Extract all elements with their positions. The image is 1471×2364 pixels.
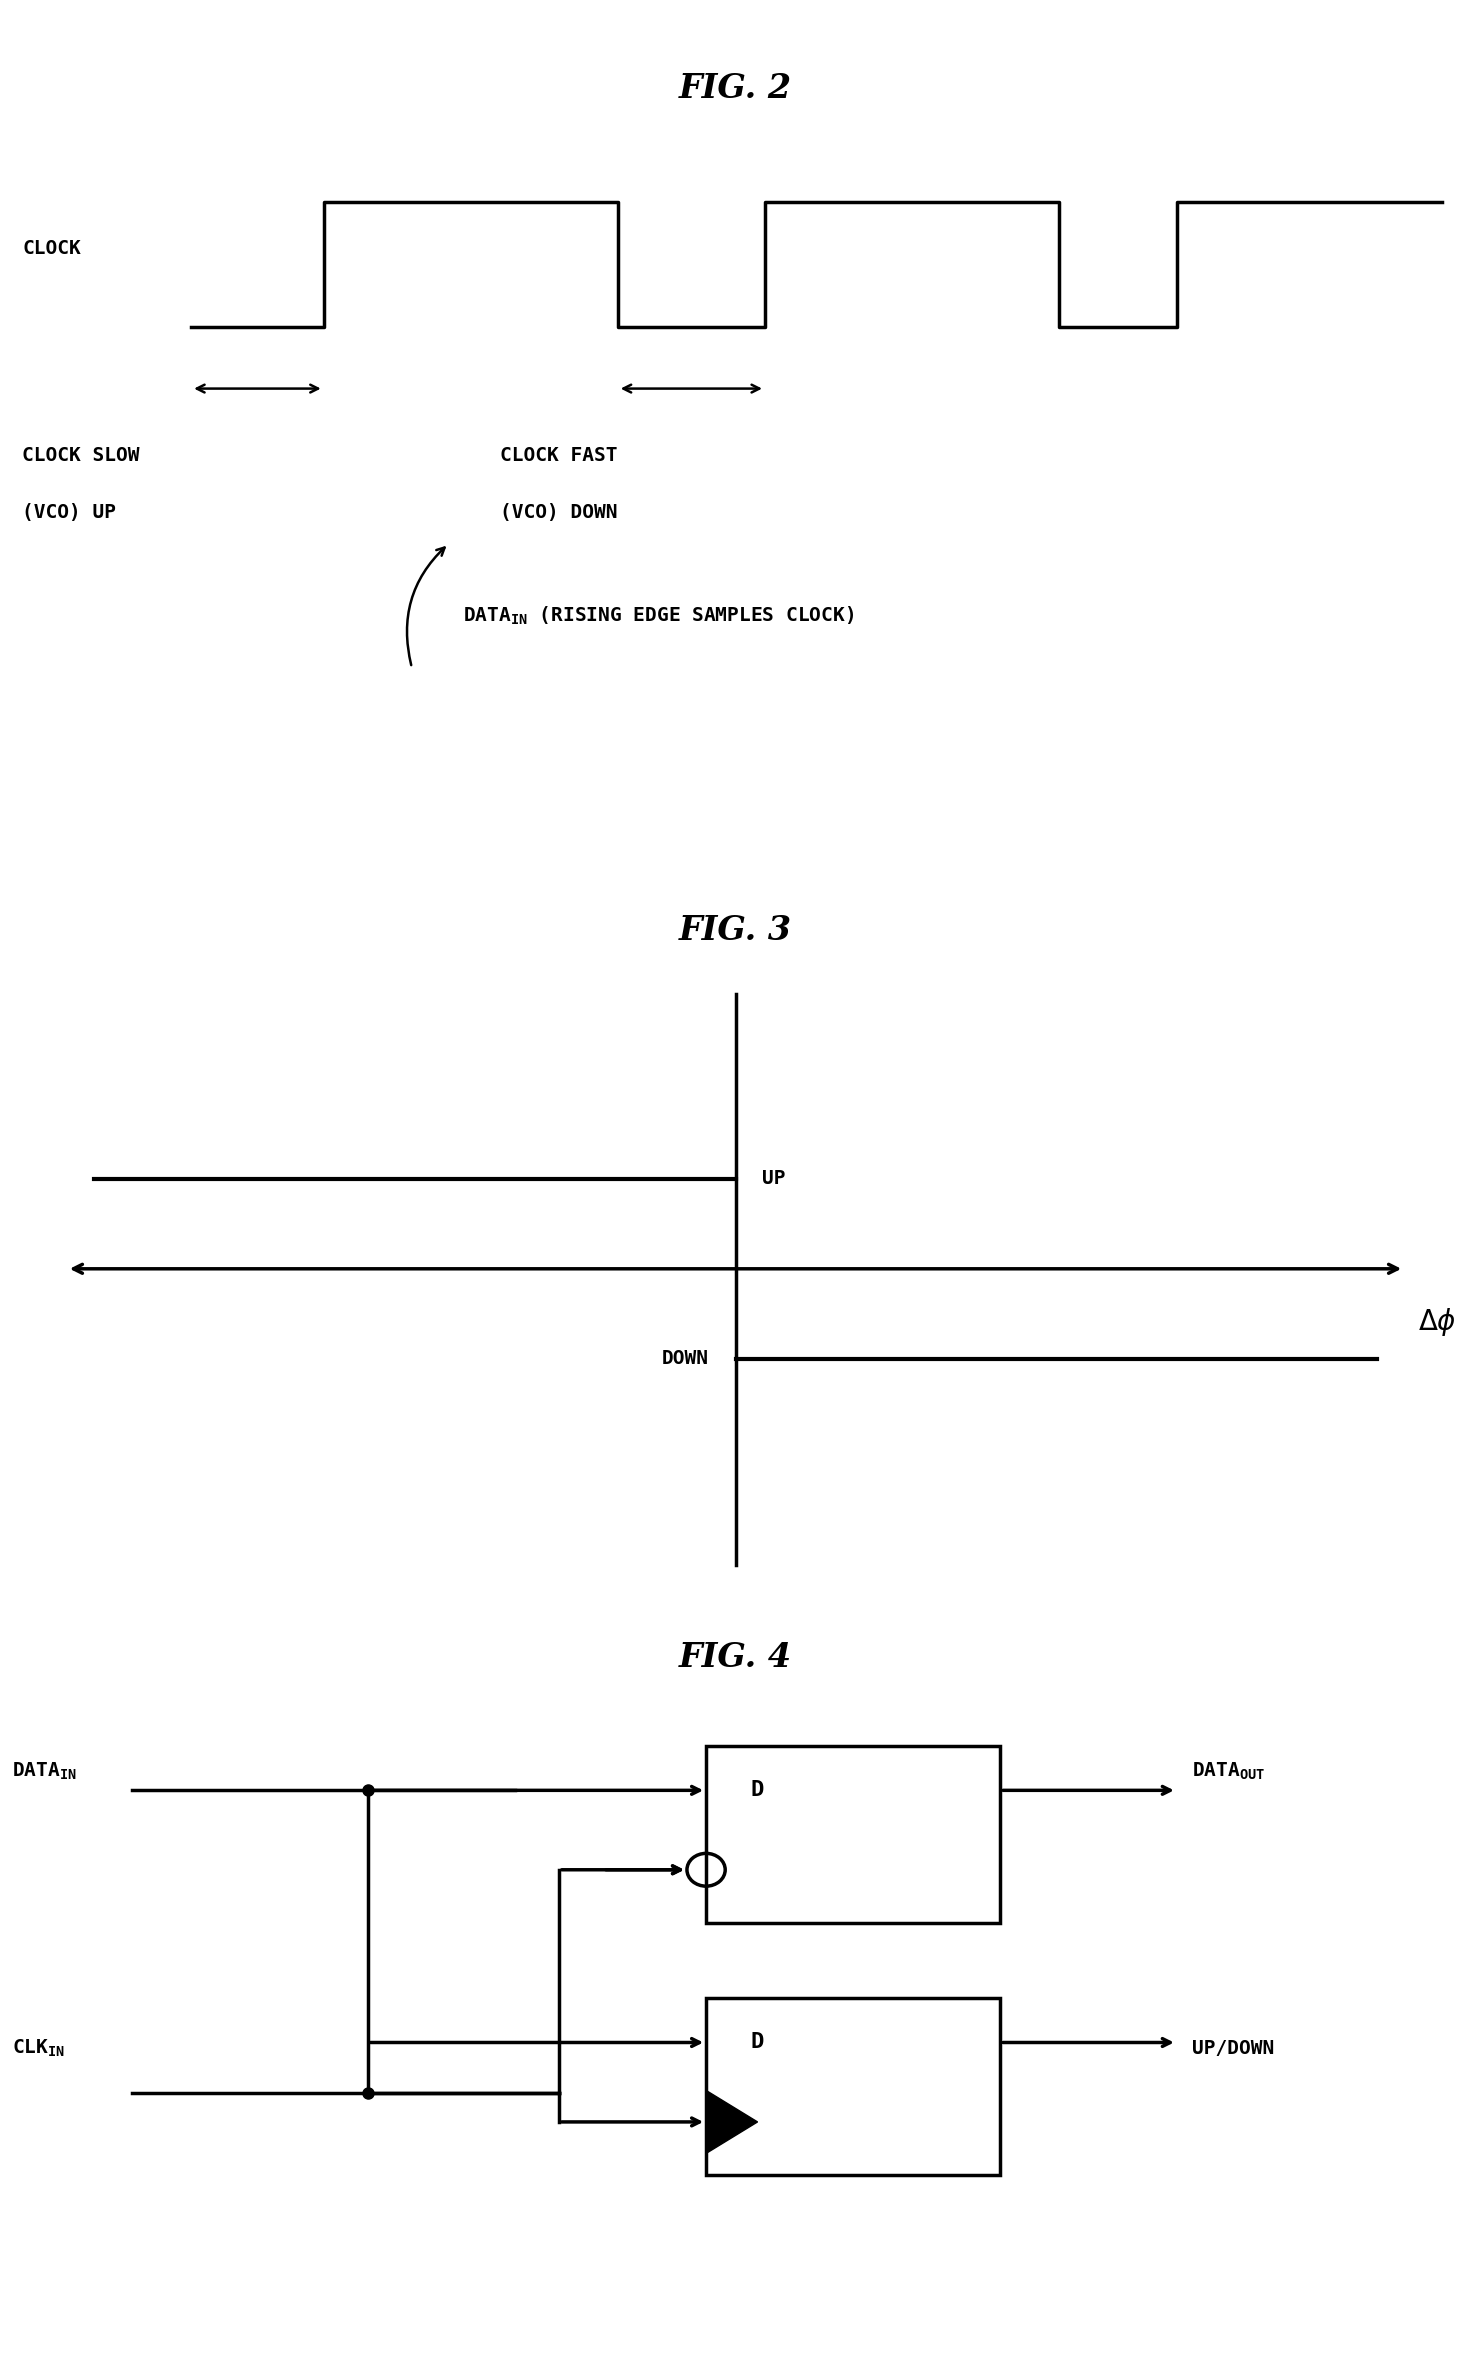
Text: D: D [750, 1780, 763, 1801]
Text: D: D [750, 2033, 763, 2052]
Text: UP: UP [762, 1170, 786, 1189]
Text: (VCO) DOWN: (VCO) DOWN [500, 504, 618, 522]
Text: $\Delta\phi$: $\Delta\phi$ [1418, 1305, 1456, 1338]
Text: CLOCK: CLOCK [22, 239, 81, 258]
Bar [706, 1747, 1000, 1922]
Text: DOWN: DOWN [662, 1350, 709, 1369]
Text: FIG. 2: FIG. 2 [680, 73, 791, 104]
Polygon shape [706, 2090, 758, 2154]
Text: (VCO) UP: (VCO) UP [22, 504, 116, 522]
Text: FIG. 4: FIG. 4 [680, 1641, 791, 1674]
Text: CLOCK FAST: CLOCK FAST [500, 447, 618, 466]
Text: DATA$_{\mathregular{IN}}$ (RISING EDGE SAMPLES CLOCK): DATA$_{\mathregular{IN}}$ (RISING EDGE S… [463, 605, 855, 626]
Text: CLK$_{\mathregular{IN}}$: CLK$_{\mathregular{IN}}$ [12, 2038, 65, 2059]
Bar [706, 1998, 1000, 2175]
Text: DATA$_{\mathregular{IN}}$: DATA$_{\mathregular{IN}}$ [12, 1761, 76, 1782]
Text: UP/DOWN: UP/DOWN [1192, 2040, 1274, 2059]
Text: DATA$_{\mathregular{OUT}}$: DATA$_{\mathregular{OUT}}$ [1192, 1761, 1265, 1782]
Text: FIG. 3: FIG. 3 [680, 913, 791, 946]
Text: CLOCK SLOW: CLOCK SLOW [22, 447, 140, 466]
